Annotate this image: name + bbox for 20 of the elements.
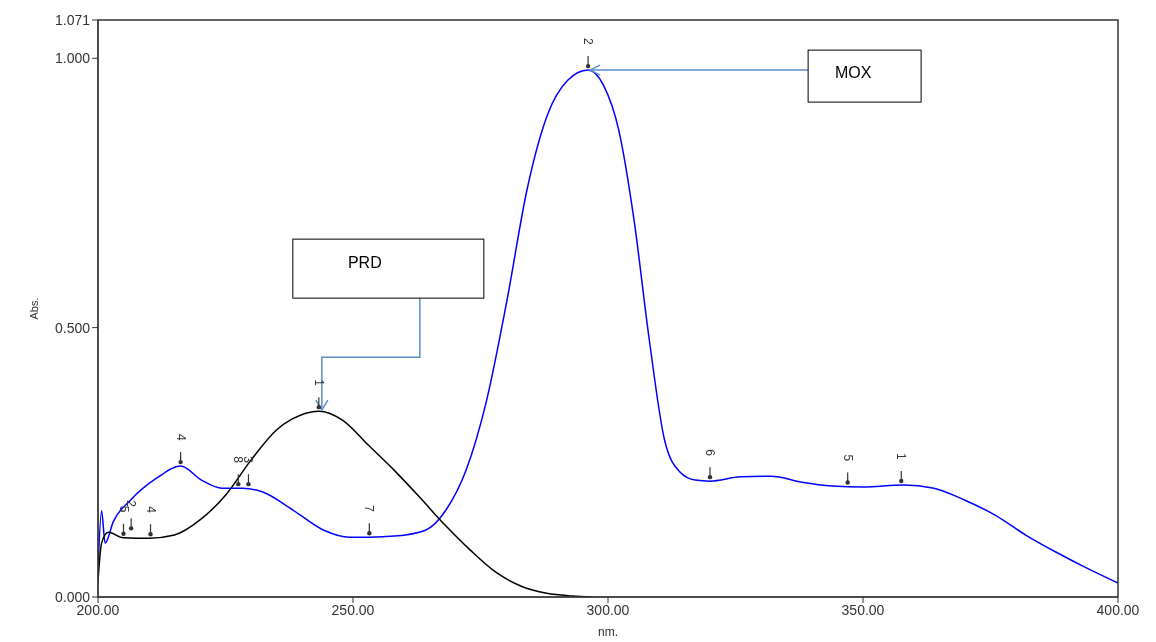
annotation: 1 <box>311 379 326 387</box>
annotation: 2 <box>581 38 596 46</box>
x-tick-label: 350.00 <box>841 601 885 618</box>
annotation: PRD <box>347 254 382 272</box>
annotation: 5 <box>116 505 131 513</box>
x-tick-label: 300.00 <box>586 601 630 618</box>
x-tick-label: 250.00 <box>331 601 375 618</box>
x-axis-title: nm. <box>597 625 619 639</box>
x-tick-label: 400.00 <box>1096 601 1140 618</box>
y-tick-label: 1.071 <box>54 11 91 28</box>
annotation: 5 <box>840 454 855 462</box>
annotation: MOX <box>834 64 872 82</box>
annotation: 1 <box>894 452 909 460</box>
annotation: 7 <box>362 505 377 513</box>
annotation: 6 <box>703 449 717 457</box>
annotation: 4 <box>143 506 158 514</box>
y-tick-label: 1.000 <box>54 50 91 67</box>
y-tick-label: 0.500 <box>54 319 91 336</box>
annotation: 4 <box>173 434 188 442</box>
y-axis-title: Abs. <box>28 297 40 320</box>
